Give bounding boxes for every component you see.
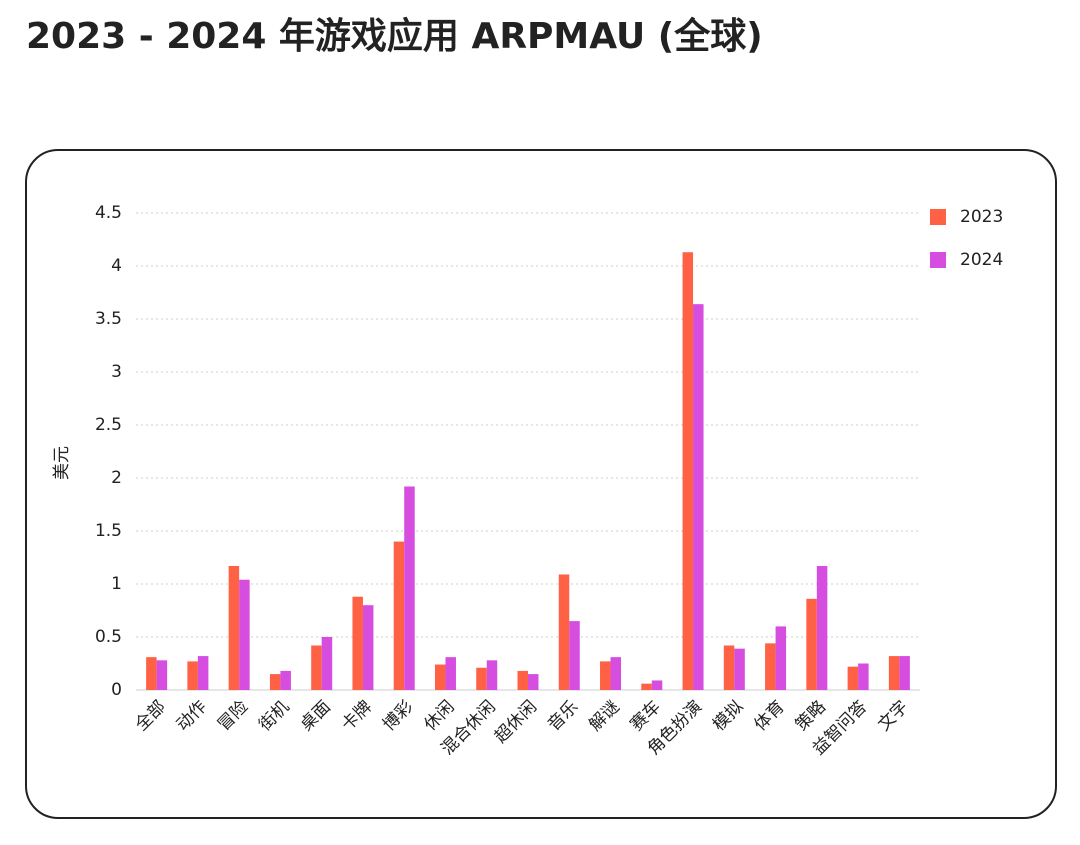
x-tick-label: 模拟 — [709, 697, 747, 735]
x-tick-label: 文字 — [874, 697, 912, 735]
y-tick-label: 2.5 — [95, 415, 122, 435]
y-tick-label: 4 — [111, 256, 122, 276]
x-tick-label: 解谜 — [585, 697, 623, 735]
x-tick-label: 街机 — [255, 697, 293, 735]
bar — [321, 637, 333, 690]
bar — [280, 670, 291, 690]
bar — [311, 645, 322, 690]
bar — [888, 656, 900, 690]
bar — [352, 596, 363, 690]
bar — [569, 621, 580, 690]
x-tick-label: 音乐 — [544, 697, 582, 735]
bar — [528, 674, 539, 690]
y-tick-label: 3.5 — [95, 309, 122, 329]
legend-label: 2024 — [960, 250, 1003, 270]
bar — [858, 663, 869, 690]
x-tick-label: 体育 — [750, 697, 788, 735]
bar — [558, 574, 570, 690]
x-tick-label: 卡牌 — [338, 697, 376, 735]
bar — [486, 660, 498, 690]
bar — [156, 660, 168, 690]
bar — [197, 656, 209, 690]
legend-label: 2023 — [960, 207, 1003, 227]
bar — [610, 657, 622, 690]
bar — [187, 661, 198, 690]
x-tick-label: 冒险 — [214, 697, 252, 735]
y-tick-label: 2 — [111, 468, 122, 488]
bar — [734, 648, 745, 690]
y-tick-label: 0.5 — [95, 627, 122, 647]
bar — [775, 626, 787, 690]
y-tick-label: 0 — [111, 680, 122, 700]
bar — [765, 643, 776, 690]
bar — [806, 598, 817, 690]
bar — [816, 565, 828, 690]
bar — [517, 670, 528, 690]
bar — [434, 664, 446, 690]
bar — [723, 645, 735, 690]
legend-swatch — [930, 252, 946, 268]
bar — [600, 661, 611, 690]
bar — [641, 683, 652, 690]
chart-title: 2023 - 2024 年游戏应用 ARPMAU (全球) — [26, 15, 763, 57]
card — [25, 149, 1057, 819]
bar — [146, 657, 157, 690]
bar — [445, 657, 456, 690]
x-tick-label: 全部 — [132, 697, 170, 735]
y-tick-label: 4.5 — [95, 203, 122, 223]
legend-swatch — [930, 209, 946, 225]
x-tick-label: 超休闲 — [491, 697, 541, 747]
bar — [899, 656, 910, 690]
y-axis-label: 美元 — [52, 446, 72, 480]
bar — [404, 486, 415, 690]
bar — [847, 666, 859, 690]
bar — [239, 579, 250, 690]
bar — [476, 667, 487, 690]
x-tick-label: 博彩 — [379, 697, 417, 735]
bar — [682, 252, 694, 690]
bar — [693, 304, 704, 690]
y-tick-label: 1 — [111, 574, 122, 594]
bar — [362, 605, 374, 690]
y-tick-label: 3 — [111, 362, 122, 382]
bar — [228, 565, 240, 690]
x-tick-label: 桌面 — [297, 697, 335, 735]
x-tick-label: 动作 — [173, 697, 211, 735]
y-tick-label: 1.5 — [95, 521, 122, 541]
bar — [651, 680, 663, 690]
bar — [269, 674, 281, 690]
bar — [393, 541, 405, 690]
